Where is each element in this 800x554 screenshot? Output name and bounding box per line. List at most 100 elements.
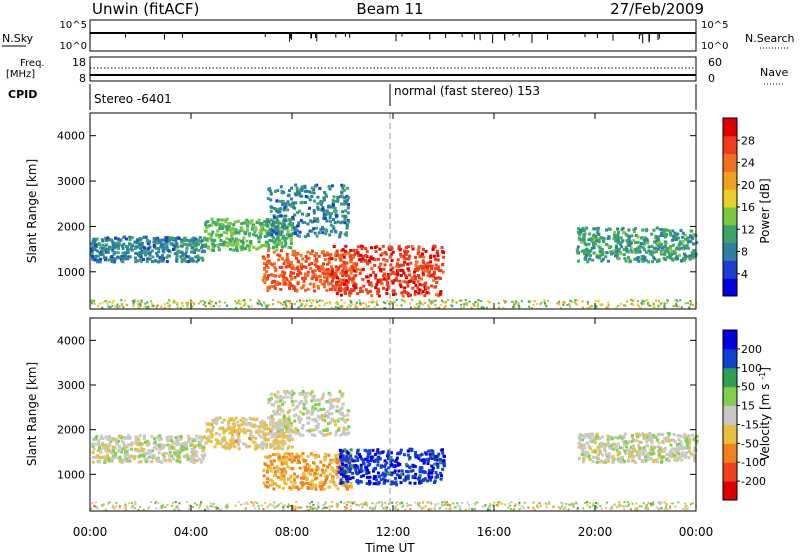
echo-cell bbox=[692, 459, 696, 463]
echo-cell bbox=[611, 455, 615, 459]
echo-cell bbox=[91, 460, 95, 464]
echo-cell bbox=[263, 281, 267, 285]
echo-cell bbox=[402, 254, 406, 258]
echo-cell bbox=[435, 251, 439, 255]
echo-cell bbox=[669, 231, 673, 235]
echo-cell bbox=[288, 458, 292, 462]
echo-cell bbox=[121, 246, 125, 250]
echo-cell bbox=[318, 481, 322, 485]
echo-cell bbox=[290, 460, 294, 464]
echo-cell bbox=[374, 250, 378, 254]
echo-cell bbox=[620, 436, 624, 440]
echo-cell bbox=[279, 185, 283, 189]
echo-cell bbox=[672, 305, 675, 308]
echo-cell bbox=[272, 403, 276, 407]
echo-cell bbox=[276, 214, 280, 218]
echo-cell bbox=[101, 243, 105, 247]
echo-cell bbox=[146, 441, 150, 445]
echo-cell bbox=[472, 303, 475, 306]
echo-cell bbox=[286, 424, 290, 428]
echo-cell bbox=[335, 214, 339, 218]
echo-cell bbox=[684, 451, 688, 455]
echo-cell bbox=[583, 257, 587, 261]
echo-cell bbox=[273, 265, 277, 269]
echo-cell bbox=[356, 481, 360, 485]
echo-cell bbox=[464, 299, 467, 302]
echo-cell bbox=[383, 463, 387, 467]
echo-cell bbox=[339, 457, 343, 461]
echo-cell bbox=[327, 463, 331, 467]
echo-cell bbox=[362, 462, 366, 466]
echo-cell bbox=[337, 417, 341, 421]
echo-cell bbox=[293, 206, 297, 210]
echo-cell bbox=[268, 423, 272, 427]
echo-cell bbox=[198, 236, 202, 240]
echo-cell bbox=[248, 422, 252, 426]
echo-cell bbox=[127, 456, 131, 460]
echo-cell bbox=[399, 255, 403, 259]
echo-cell bbox=[287, 245, 291, 249]
echo-cell bbox=[675, 255, 679, 259]
echo-cell bbox=[156, 254, 160, 258]
echo-cell bbox=[532, 304, 535, 307]
echo-cell bbox=[414, 465, 418, 469]
echo-cell bbox=[183, 236, 187, 240]
echo-cell bbox=[135, 447, 139, 451]
echo-cell bbox=[174, 237, 178, 241]
echo-cell bbox=[299, 417, 303, 421]
echo-cell bbox=[559, 306, 562, 309]
echo-cell bbox=[337, 409, 341, 413]
echo-cell bbox=[418, 473, 422, 477]
echo-cell bbox=[305, 468, 309, 472]
echo-cell bbox=[275, 396, 279, 400]
echo-cell bbox=[123, 299, 126, 302]
echo-cell bbox=[282, 262, 286, 266]
echo-cell bbox=[645, 240, 649, 244]
echo-cell bbox=[276, 253, 280, 257]
echo-cell bbox=[294, 427, 298, 431]
echo-cell bbox=[408, 254, 412, 258]
echo-cell bbox=[683, 455, 687, 459]
echo-cell bbox=[218, 305, 221, 308]
echo-cell bbox=[182, 455, 186, 459]
echo-cell bbox=[338, 264, 342, 268]
echo-cell bbox=[422, 461, 426, 465]
echo-cell bbox=[111, 455, 115, 459]
echo-cell bbox=[213, 238, 217, 242]
echo-cell bbox=[626, 448, 630, 452]
echo-cell bbox=[210, 422, 214, 426]
echo-cell bbox=[308, 229, 312, 233]
echo-cell bbox=[436, 265, 440, 269]
echo-cell bbox=[138, 303, 141, 306]
echo-cell bbox=[344, 268, 348, 272]
echo-cell bbox=[637, 444, 641, 448]
echo-cell bbox=[623, 459, 627, 463]
echo-cell bbox=[274, 452, 278, 456]
echo-cell bbox=[402, 256, 406, 260]
echo-cell bbox=[384, 302, 387, 305]
echo-cell bbox=[175, 259, 179, 263]
echo-cell bbox=[111, 240, 115, 244]
echo-cell bbox=[361, 458, 365, 462]
echo-cell bbox=[192, 456, 196, 460]
echo-cell bbox=[426, 458, 430, 462]
echo-cell bbox=[248, 433, 252, 437]
echo-cell bbox=[248, 244, 252, 248]
echo-cell bbox=[237, 427, 241, 431]
echo-cell bbox=[266, 289, 270, 293]
echo-cell bbox=[340, 191, 344, 195]
echo-cell bbox=[669, 233, 673, 237]
echo-cell bbox=[238, 302, 241, 305]
echo-cell bbox=[341, 483, 345, 487]
echo-cell bbox=[417, 302, 420, 305]
echo-cell bbox=[414, 453, 418, 457]
echo-cell bbox=[317, 506, 320, 509]
echo-cell bbox=[96, 449, 100, 453]
echo-cell bbox=[406, 476, 410, 480]
echo-cell bbox=[242, 221, 246, 225]
echo-cell bbox=[286, 200, 290, 204]
echo-cell bbox=[271, 419, 275, 423]
echo-cell bbox=[395, 298, 398, 301]
echo-cell bbox=[121, 256, 125, 260]
echo-cell bbox=[668, 254, 672, 258]
